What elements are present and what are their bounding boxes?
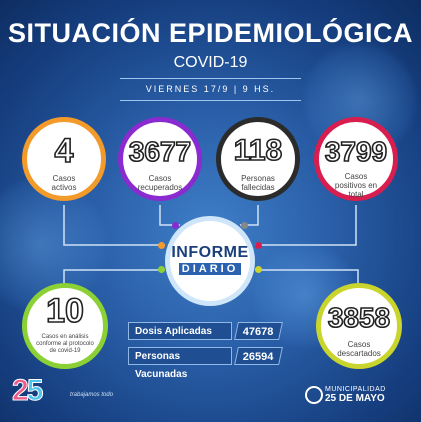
recovered-cases-label: Casos recuperados xyxy=(137,174,183,192)
doses-applied-value: 47678 xyxy=(242,326,274,338)
page-title: SITUACIÓN EPIDEMIOLÓGICA xyxy=(7,18,414,48)
people-vaccinated-value: 26594 xyxy=(242,351,274,363)
logo-digit-5: 5 xyxy=(26,374,44,408)
yellow-dot xyxy=(255,266,262,273)
doses-applied-label: Dosis Aplicadas xyxy=(128,322,232,340)
daily-report-badge: INFORME DIARIO xyxy=(165,216,255,306)
discarded-cases-value: 3858 xyxy=(327,301,391,334)
people-vaccinated-label: Personas Vacunadas xyxy=(128,347,232,380)
municipality-logo: MUNICIPALIDAD 25 DE MAYO xyxy=(325,386,386,404)
report-date: VIERNES 17/9 | 9 HS. xyxy=(145,84,276,94)
purple-dot xyxy=(172,222,179,229)
anniversary-logo: 25 xyxy=(12,374,44,408)
people-vaccinated-row: Personas Vacunadas 26594 xyxy=(128,347,283,380)
analysis-cases-value: 10 xyxy=(45,291,84,331)
deceased-circle: 118 Personas fallecidas xyxy=(216,117,300,201)
recovered-cases-circle: 3677 Casos recuperados xyxy=(118,117,202,201)
logo-digit-2: 2 xyxy=(12,374,30,408)
report-title: INFORME xyxy=(171,244,249,261)
gray-dot xyxy=(241,222,248,229)
orange-dot xyxy=(158,242,165,249)
divider-line xyxy=(120,78,301,79)
active-cases-circle: 4 Casos activos xyxy=(22,117,106,201)
report-subtitle: DIARIO xyxy=(170,263,250,275)
doses-applied-value-box: 47678 xyxy=(234,322,283,340)
report-subtitle-text: DIARIO xyxy=(178,263,242,275)
green-dot xyxy=(158,266,165,273)
deceased-value: 118 xyxy=(233,133,283,168)
doses-applied-row: Dosis Aplicadas 47678 xyxy=(128,322,283,340)
municipality-emblem-icon xyxy=(305,386,323,404)
deceased-label: Personas fallecidas xyxy=(241,174,275,192)
active-cases-label: Casos activos xyxy=(51,174,77,192)
discarded-cases-label: Casos descartados xyxy=(337,340,381,358)
positive-cases-label: Casos positivos en total xyxy=(334,172,378,199)
active-cases-value: 4 xyxy=(54,131,75,171)
recovered-cases-value: 3677 xyxy=(128,135,192,168)
analysis-cases-circle: 10 Casos en análisis conforme al protoco… xyxy=(22,283,108,369)
analysis-cases-label: Casos en análisis conforme al protocolo … xyxy=(36,334,94,354)
positive-cases-value: 3799 xyxy=(324,135,388,168)
municipality-label: MUNICIPALIDAD xyxy=(325,386,386,393)
municipality-name: 25 DE MAYO xyxy=(325,393,385,404)
discarded-cases-circle: 3858 Casos descartados xyxy=(316,283,402,369)
footer-note: trabajamos todo xyxy=(70,392,114,398)
page-subtitle: COVID-19 xyxy=(173,54,248,71)
divider-line xyxy=(120,100,301,101)
people-vaccinated-value-box: 26594 xyxy=(234,347,283,365)
positive-cases-circle: 3799 Casos positivos en total xyxy=(314,117,398,201)
red-dot xyxy=(255,242,262,249)
